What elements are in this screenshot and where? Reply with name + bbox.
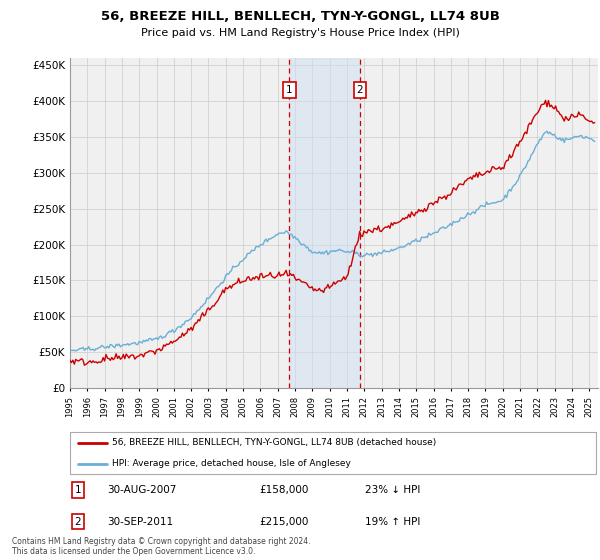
Text: 56, BREEZE HILL, BENLLECH, TYN-Y-GONGL, LL74 8UB (detached house): 56, BREEZE HILL, BENLLECH, TYN-Y-GONGL, … [112,438,436,447]
Text: 30-AUG-2007: 30-AUG-2007 [107,485,176,495]
Text: Contains HM Land Registry data © Crown copyright and database right 2024.
This d: Contains HM Land Registry data © Crown c… [12,536,311,556]
Text: 1: 1 [286,85,292,95]
Text: 23% ↓ HPI: 23% ↓ HPI [365,485,420,495]
Text: £215,000: £215,000 [259,517,309,527]
FancyBboxPatch shape [70,432,596,474]
Text: 30-SEP-2011: 30-SEP-2011 [107,517,173,527]
Text: 2: 2 [74,517,81,527]
Text: HPI: Average price, detached house, Isle of Anglesey: HPI: Average price, detached house, Isle… [112,459,351,468]
Text: Price paid vs. HM Land Registry's House Price Index (HPI): Price paid vs. HM Land Registry's House … [140,28,460,38]
Text: 1: 1 [74,485,81,495]
Text: £158,000: £158,000 [259,485,309,495]
Bar [289,58,360,388]
Text: 19% ↑ HPI: 19% ↑ HPI [365,517,420,527]
Text: 2: 2 [356,85,363,95]
Text: 56, BREEZE HILL, BENLLECH, TYN-Y-GONGL, LL74 8UB: 56, BREEZE HILL, BENLLECH, TYN-Y-GONGL, … [101,10,499,23]
